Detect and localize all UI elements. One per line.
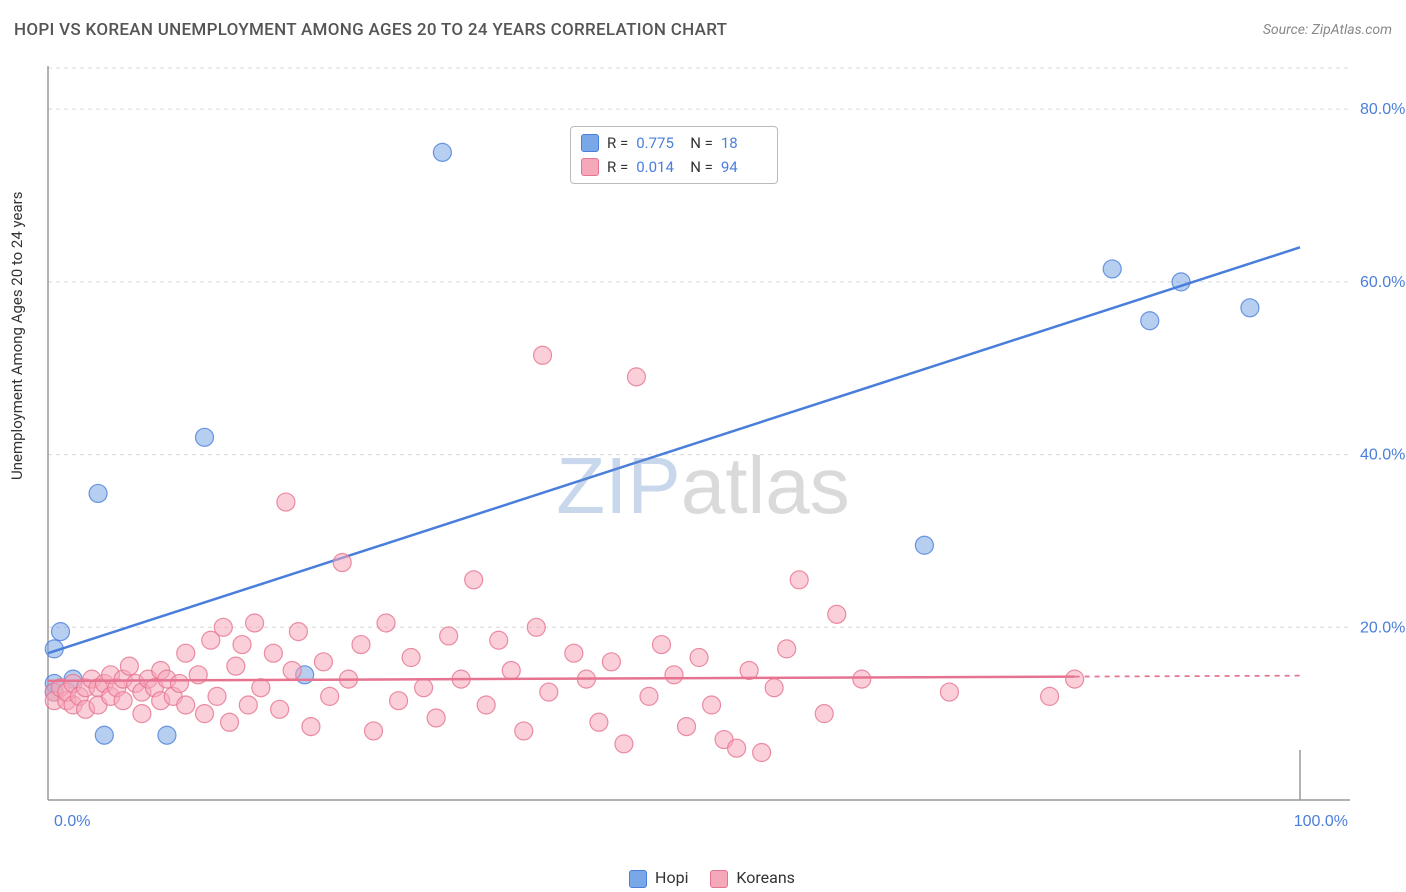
chart-container: 20.0% 40.0% 60.0% 80.0% 0.0% 100.0% Unemploym…	[0, 60, 1406, 890]
n-value-koreans: 94	[721, 155, 767, 179]
legend-stats: R = 0.775 N = 18 R = 0.014 N = 94	[570, 126, 778, 184]
legend-label-hopi: Hopi	[655, 868, 688, 887]
svg-text:20.0%: 20.0%	[1360, 619, 1405, 636]
legend-stats-row: R = 0.014 N = 94	[581, 155, 767, 179]
r-value-koreans: 0.014	[636, 155, 682, 179]
legend-stats-row: R = 0.775 N = 18	[581, 131, 767, 155]
r-label: R =	[607, 155, 628, 179]
svg-text:60.0%: 60.0%	[1360, 274, 1405, 291]
legend-label-koreans: Koreans	[736, 868, 795, 887]
swatch-koreans	[710, 870, 728, 888]
source-label: Source: ZipAtlas.com	[1263, 22, 1392, 38]
n-label: N =	[690, 155, 713, 179]
n-label: N =	[690, 131, 713, 155]
y-axis-label: Unemployment Among Ages 20 to 24 years	[8, 192, 26, 480]
scatter-chart: 20.0% 40.0% 60.0% 80.0% 0.0% 100.0%	[0, 60, 1406, 890]
svg-text:40.0%: 40.0%	[1360, 447, 1405, 464]
r-label: R =	[607, 131, 628, 155]
chart-title: HOPI VS KOREAN UNEMPLOYMENT AMONG AGES 2…	[14, 20, 727, 40]
swatch-hopi	[629, 870, 647, 888]
svg-text:80.0%: 80.0%	[1360, 101, 1405, 118]
swatch-hopi	[581, 134, 599, 152]
svg-text:0.0%: 0.0%	[54, 813, 90, 830]
legend-series: Hopi Koreans	[0, 868, 1406, 888]
swatch-koreans	[581, 158, 599, 176]
svg-text:100.0%: 100.0%	[1294, 813, 1348, 830]
n-value-hopi: 18	[721, 131, 767, 155]
r-value-hopi: 0.775	[636, 131, 682, 155]
